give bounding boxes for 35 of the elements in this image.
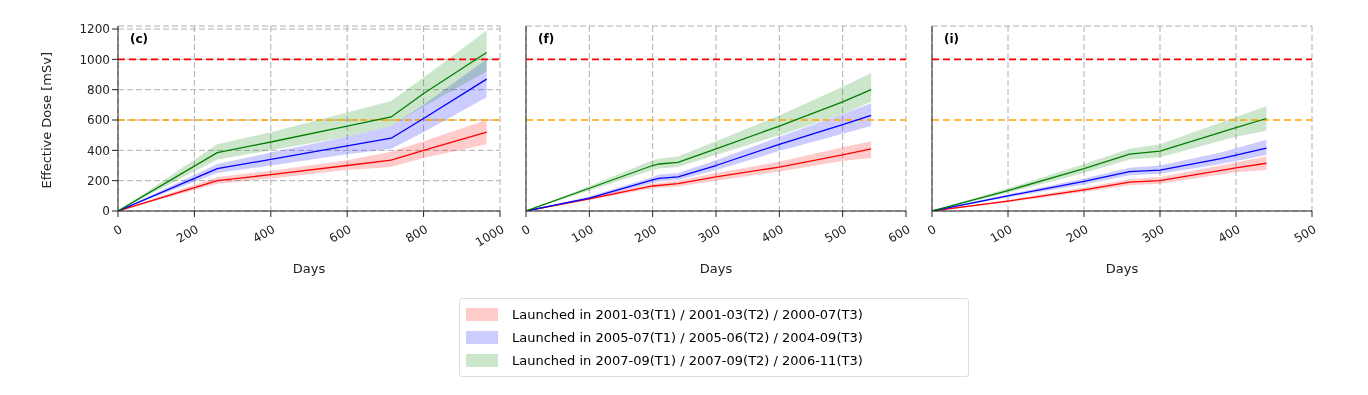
x-axis-title: Days [1105, 261, 1139, 276]
x-tick-label: 100 [987, 222, 1015, 246]
x-tick-label: 200 [174, 222, 201, 246]
x-tick-label: 400 [250, 222, 278, 246]
x-tick-label: 500 [822, 222, 850, 246]
x-axis-title: Days [699, 261, 733, 276]
annotation: (f) [538, 32, 555, 46]
x-tick-label: 600 [885, 222, 913, 246]
x-tick-label: 300 [1139, 222, 1167, 246]
y-tick-label: 1000 [79, 52, 110, 67]
x-tick-label: 600 [326, 222, 354, 246]
x-tick-label: 200 [1063, 222, 1091, 246]
x-tick-label: 0 [518, 222, 533, 239]
y-axis-title: Effective Dose [mSv] [38, 52, 54, 189]
legend-label: Launched in 2001-03(T1) / 2001-03(T2) / 2000-07(T3) [512, 307, 863, 322]
y-tick-label: 800 [87, 82, 110, 97]
x-tick-label: 500 [1291, 222, 1319, 246]
x-axis-title: Days [292, 261, 326, 276]
x-tick-label: 800 [403, 222, 431, 246]
y-tick-label: 400 [87, 143, 110, 158]
annotation: (i) [944, 32, 960, 46]
x-tick-label: 200 [632, 222, 660, 246]
legend-label: Launched in 2005-07(T1) / 2005-06(T2) / 2004-09(T3) [512, 330, 863, 345]
x-tick-label: 400 [759, 222, 786, 246]
y-tick-label: 0 [102, 204, 110, 219]
x-tick-label: 300 [695, 222, 723, 246]
y-tick-label: 600 [87, 113, 110, 128]
legend-label: Launched in 2007-09(T1) / 2007-09(T2) / 2006-11(T3) [512, 353, 863, 368]
x-tick-label: 100 [569, 222, 596, 246]
y-tick-label: 1200 [79, 22, 110, 37]
x-tick-label: 0 [924, 222, 939, 239]
x-tick-label: 0 [110, 222, 125, 239]
annotation: (c) [130, 32, 149, 46]
y-tick-label: 200 [87, 173, 110, 188]
x-tick-label: 400 [1215, 222, 1243, 246]
